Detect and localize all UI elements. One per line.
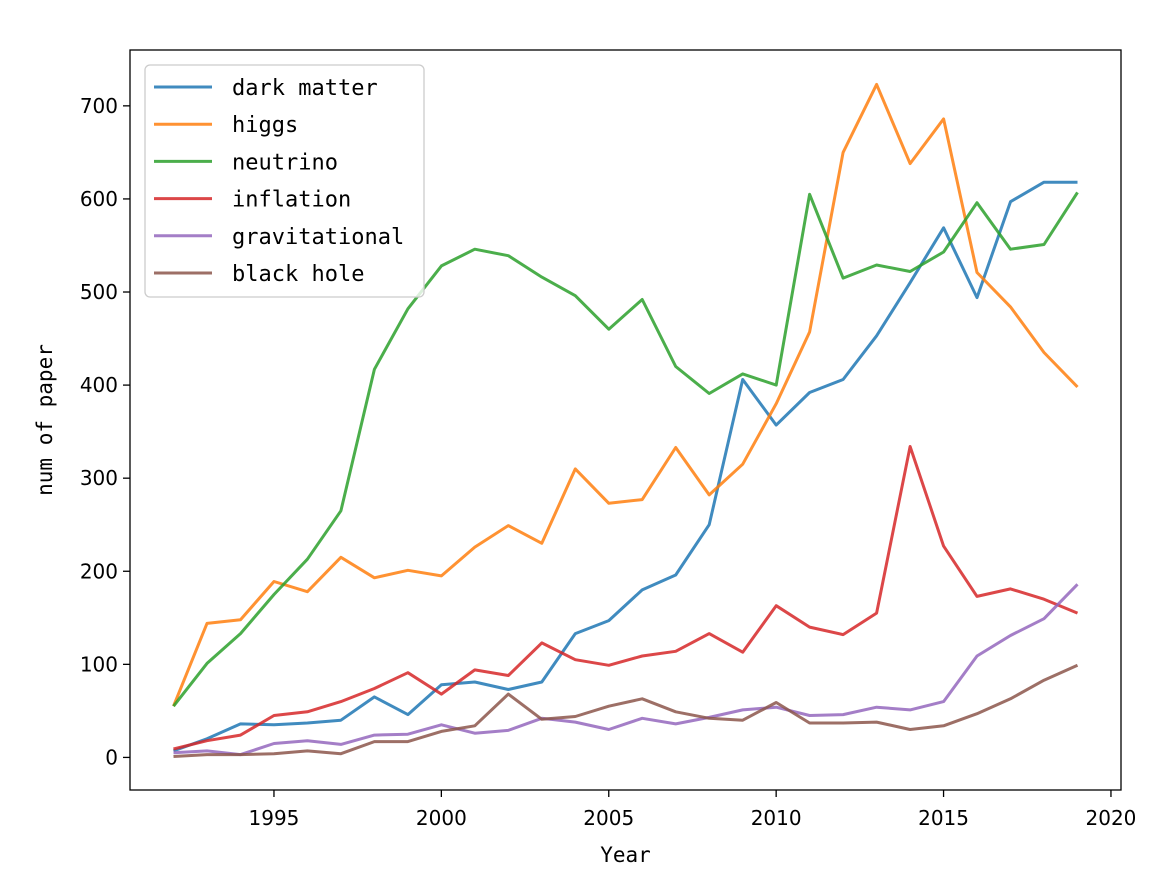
legend: dark matter higgs neutrino inflation gravita… xyxy=(144,64,425,298)
legend-label-3: inflation xyxy=(232,188,351,213)
series-line-0 xyxy=(172,180,1078,753)
series-line-5 xyxy=(173,663,1079,758)
legend-label-5: black hole xyxy=(232,262,364,287)
plot-frame xyxy=(129,49,1122,791)
legend-label-1: higgs xyxy=(232,113,298,138)
tick-layer: 1995 2000 2005 2010 2015 2020 0 100 200 300 400 500… xyxy=(80,94,1137,830)
y-tick-label-4: 400 xyxy=(80,373,118,397)
legend-label-0: dark matter xyxy=(232,76,378,101)
y-tick-label-1: 100 xyxy=(80,652,118,676)
series-line-1 xyxy=(172,82,1079,707)
y-axis-title: num of paper xyxy=(33,344,57,496)
x-tick-label-0: 1995 xyxy=(249,806,300,830)
series-line-3 xyxy=(173,445,1079,751)
legend-box xyxy=(144,64,425,298)
x-axis-title: Year xyxy=(600,843,651,867)
legend-label-4: gravitational xyxy=(232,225,404,250)
x-tick-label-1: 2000 xyxy=(416,806,467,830)
legend-label-2: neutrino xyxy=(232,150,338,175)
y-tick-label-5: 500 xyxy=(80,280,118,304)
y-tick-label-6: 600 xyxy=(80,187,118,211)
y-tick-label-7: 700 xyxy=(80,94,118,118)
plot-layer xyxy=(172,82,1079,758)
x-tick-label-2: 2005 xyxy=(583,806,634,830)
y-tick-label-3: 300 xyxy=(80,466,118,490)
series-line-2 xyxy=(172,191,1079,708)
x-tick-label-4: 2015 xyxy=(918,806,969,830)
y-tick-label-2: 200 xyxy=(80,559,118,583)
series-line-4 xyxy=(173,583,1079,757)
x-tick-label-5: 2020 xyxy=(1086,806,1137,830)
x-tick-label-3: 2010 xyxy=(751,806,802,830)
y-tick-label-0: 0 xyxy=(105,745,118,769)
